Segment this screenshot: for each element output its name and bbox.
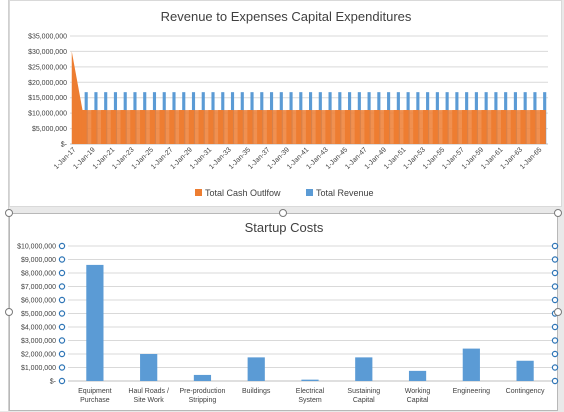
selection-marker-right[interactable] <box>551 337 559 344</box>
category-label: Capital <box>407 397 429 404</box>
y-tick-label: $5,000,000 <box>32 126 67 133</box>
selection-marker-left[interactable] <box>58 377 66 385</box>
selection-marker-right[interactable] <box>551 350 559 358</box>
category-label: Haul Roads / <box>128 388 169 395</box>
selection-marker-right[interactable] <box>551 242 559 250</box>
category-label: Sustaining <box>347 388 380 395</box>
bar-startup-cost <box>140 354 158 381</box>
chart-title: Revenue to Expenses Capital Expenditures <box>161 9 412 24</box>
y-tick-label: $10,000,000 <box>17 244 56 251</box>
category-label: Capital <box>353 397 375 404</box>
category-label: Buildings <box>242 388 271 395</box>
y-tick-label: $7,000,000 <box>21 284 56 291</box>
y-tick-label: $4,000,000 <box>21 325 56 332</box>
legend-swatch-cash-outflow <box>195 189 202 196</box>
y-tick-label: $30,000,000 <box>28 49 67 56</box>
selection-marker-right[interactable] <box>551 269 559 277</box>
legend-swatch-revenue <box>306 189 313 196</box>
revenue-expenses-chart[interactable]: Revenue to Expenses Capital Expenditures… <box>9 0 562 207</box>
selection-marker-right[interactable] <box>551 377 559 385</box>
category-label: System <box>298 397 322 404</box>
selection-marker-right[interactable] <box>551 296 559 304</box>
y-tick-label: $20,000,000 <box>28 80 67 87</box>
category-label: Electrical <box>296 388 325 395</box>
selection-marker-left[interactable] <box>58 296 66 304</box>
y-tick-label: $25,000,000 <box>28 64 67 71</box>
selection-marker-left[interactable] <box>58 283 66 290</box>
y-tick-label: $1,000,000 <box>21 365 56 372</box>
bar-startup-cost <box>355 357 373 381</box>
selection-marker-left[interactable] <box>58 323 66 331</box>
category-label: Stripping <box>189 397 217 404</box>
y-tick-label: $5,000,000 <box>21 311 56 318</box>
y-tick-label: $- <box>50 379 57 386</box>
category-label: Engineering <box>453 388 490 395</box>
y-tick-label: $8,000,000 <box>21 271 56 278</box>
startup-costs-chart-svg: Startup Costs $- $1,000,000 $2,000,000 $3,0… <box>17 220 559 404</box>
selection-marker-right[interactable] <box>551 283 559 290</box>
bar-total-cash-outflow-band <box>78 110 547 144</box>
resize-handle-right[interactable] <box>554 308 562 316</box>
selection-marker-right[interactable] <box>551 364 559 371</box>
resize-handle-left[interactable] <box>5 308 13 316</box>
selection-marker-left[interactable] <box>58 242 66 250</box>
bar-startup-cost <box>247 357 265 381</box>
bar-startup-cost <box>408 370 427 381</box>
selection-marker-left[interactable] <box>58 350 66 358</box>
selection-marker-right[interactable] <box>551 256 559 263</box>
y-tick-label: $2,000,000 <box>21 352 56 359</box>
y-tick-label: $3,000,000 <box>21 338 56 345</box>
y-tick-label: $10,000,000 <box>28 111 67 118</box>
resize-handle-top[interactable] <box>279 209 287 217</box>
bar-startup-cost <box>462 348 480 381</box>
selection-marker-left[interactable] <box>58 310 66 317</box>
category-label: Working <box>405 388 431 395</box>
chart-title: Startup Costs <box>245 220 324 235</box>
bar-startup-cost <box>301 379 319 381</box>
selection-marker-left[interactable] <box>58 337 66 344</box>
bar-startup-cost <box>86 264 104 381</box>
category-label: Purchase <box>80 397 110 404</box>
resize-handle-top-left[interactable] <box>5 209 13 217</box>
revenue-expenses-chart-svg: Revenue to Expenses Capital Expenditures… <box>28 9 548 198</box>
selection-marker-right[interactable] <box>551 323 559 331</box>
resize-handle-top-right[interactable] <box>554 209 562 217</box>
category-label: Site Work <box>134 397 165 404</box>
category-label: Pre-production <box>179 388 225 395</box>
startup-costs-chart[interactable]: Startup Costs $- $1,000,000 $2,000,000 $3,0… <box>9 213 559 411</box>
worksheet-row-strip <box>0 0 9 411</box>
legend-label-revenue: Total Revenue <box>316 188 374 198</box>
selection-marker-left[interactable] <box>58 256 66 263</box>
bar-startup-cost <box>516 360 534 381</box>
selection-marker-left[interactable] <box>58 364 66 371</box>
category-label: Equipment <box>78 388 112 395</box>
y-tick-label: $15,000,000 <box>28 95 67 102</box>
y-tick-label: $35,000,000 <box>28 34 67 41</box>
y-tick-label: $- <box>61 142 68 149</box>
legend-label-cash-outflow: Total Cash Outlfow <box>205 188 281 198</box>
y-tick-label: $9,000,000 <box>21 257 56 264</box>
selection-marker-left[interactable] <box>58 269 66 277</box>
y-tick-label: $6,000,000 <box>21 298 56 305</box>
category-label: Contingency <box>506 388 545 395</box>
bar-startup-cost <box>193 374 212 381</box>
